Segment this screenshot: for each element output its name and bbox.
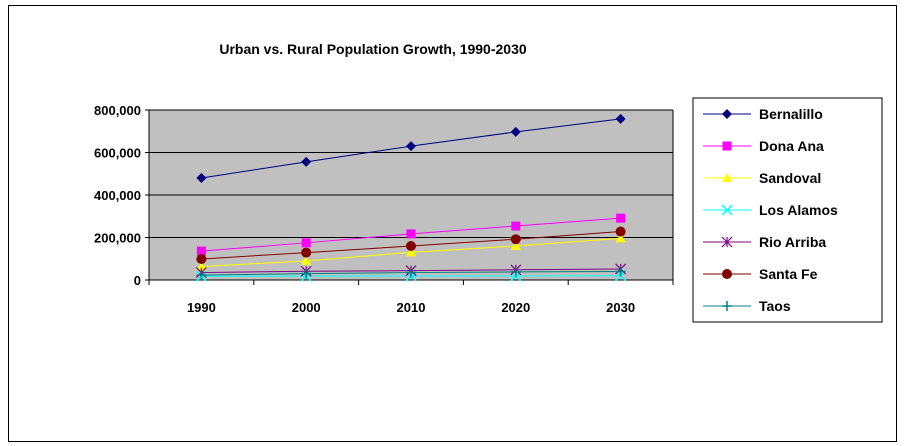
data-point-bernalillo	[301, 156, 312, 167]
data-point-dona-ana	[301, 238, 311, 248]
legend-label: Santa Fe	[759, 266, 818, 282]
data-point-dona-ana	[616, 213, 626, 223]
data-point-taos	[301, 268, 312, 279]
x-tick-label: 2020	[501, 300, 530, 315]
series-taos	[196, 266, 626, 281]
data-point-santa-fe	[196, 253, 207, 264]
y-tick-label: 600,000	[94, 146, 141, 161]
data-point-sandoval	[406, 247, 416, 257]
legend-item-rio-arriba: Rio Arriba	[703, 234, 826, 250]
data-point-dona-ana	[511, 221, 521, 231]
series-bernalillo	[196, 113, 626, 183]
population-line-chart: Urban vs. Rural Population Growth, 1990-…	[94, 41, 883, 323]
legend-marker	[721, 236, 733, 248]
data-point-bernalillo	[196, 173, 207, 183]
x-tick-label: 2010	[397, 300, 426, 315]
y-tick-label: 800,000	[94, 103, 141, 118]
legend-label: Dona Ana	[759, 138, 824, 154]
y-tick-label: 400,000	[94, 188, 141, 203]
data-point-taos	[615, 266, 626, 277]
data-point-santa-fe	[510, 234, 521, 245]
data-point-dona-ana	[196, 246, 206, 256]
y-tick-label: 200,000	[94, 231, 141, 246]
legend-label: Sandoval	[759, 170, 821, 186]
legend-marker	[722, 109, 732, 119]
legend-item-bernalillo: Bernalillo	[703, 106, 823, 122]
data-point-sandoval	[615, 233, 626, 243]
data-point-taos	[510, 266, 521, 277]
legend-label: Taos	[759, 298, 791, 314]
data-point-sandoval	[510, 241, 521, 250]
data-point-sandoval	[301, 255, 312, 265]
chart-frame: Urban vs. Rural Population Growth, 1990-…	[8, 5, 897, 442]
data-point-sandoval	[196, 261, 207, 271]
data-point-taos	[406, 267, 416, 278]
data-point-santa-fe	[406, 241, 416, 251]
x-tick-label: 1990	[187, 300, 216, 315]
legend-marker	[722, 269, 732, 279]
legend-marker	[721, 204, 733, 216]
legend-item-sandoval: Sandoval	[703, 170, 821, 186]
legend-marker	[722, 141, 732, 151]
legend-marker	[722, 173, 732, 182]
data-point-taos	[196, 270, 207, 281]
legend-label: Rio Arriba	[759, 234, 826, 250]
legend-item-taos: Taos	[703, 298, 791, 314]
series-dona-ana	[196, 213, 626, 256]
series-sandoval	[196, 233, 626, 271]
data-point-dona-ana	[406, 229, 416, 239]
legend-marker	[722, 301, 732, 311]
legend-label: Bernalillo	[759, 106, 823, 122]
data-point-bernalillo	[406, 141, 416, 152]
series-santa-fe	[196, 226, 626, 264]
legend-item-dona-ana: Dona Ana	[703, 138, 824, 154]
data-point-bernalillo	[510, 126, 521, 137]
legend-item-santa-fe: Santa Fe	[703, 266, 818, 282]
data-point-santa-fe	[301, 247, 312, 258]
x-tick-label: 2030	[606, 300, 635, 315]
data-point-santa-fe	[615, 226, 626, 237]
chart-title: Urban vs. Rural Population Growth, 1990-…	[219, 41, 527, 57]
y-tick-label: 0	[134, 273, 141, 288]
legend-item-los-alamos: Los Alamos	[703, 202, 838, 218]
legend-label: Los Alamos	[759, 202, 838, 218]
data-point-bernalillo	[615, 113, 626, 124]
x-tick-label: 2000	[292, 300, 321, 315]
